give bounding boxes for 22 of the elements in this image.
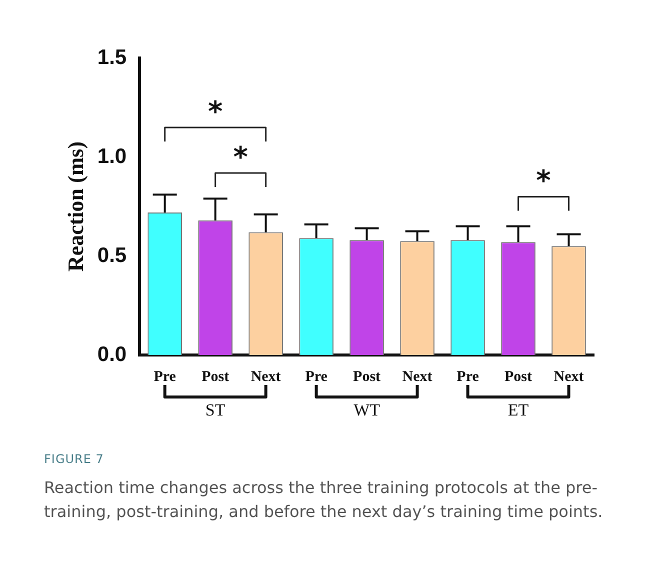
x-tick-label: Pre	[456, 368, 480, 385]
text: Reaction time changes across the three training protocols at the pre-training, post-training, and before the next day’s training time points.	[44, 477, 604, 523]
text: ET	[508, 400, 530, 420]
x-tick-label: Post	[353, 368, 381, 385]
text: WT	[354, 400, 381, 420]
annotation: *	[233, 140, 248, 174]
x-tick-label: Next	[402, 368, 432, 385]
x-tick-label: Post	[504, 368, 532, 385]
y-axis-title: Reaction (ms)	[62, 141, 88, 272]
x-tick-label: Post	[202, 368, 230, 385]
y-tick-label: 1.0	[97, 144, 127, 168]
caption: FIGURE 7	[44, 452, 104, 466]
y-tick-label: 1.5	[97, 46, 127, 69]
y-tick-label: 0.0	[97, 342, 127, 366]
text: ST	[205, 400, 226, 420]
x-tick-label: Next	[554, 368, 584, 385]
x-tick-label: Pre	[154, 368, 176, 385]
annotation: *	[208, 94, 223, 128]
y-tick-label: 0.5	[97, 244, 127, 267]
x-tick-label: Pre	[305, 368, 328, 385]
annotation: *	[536, 164, 552, 198]
x-tick-label: Next	[250, 368, 281, 385]
